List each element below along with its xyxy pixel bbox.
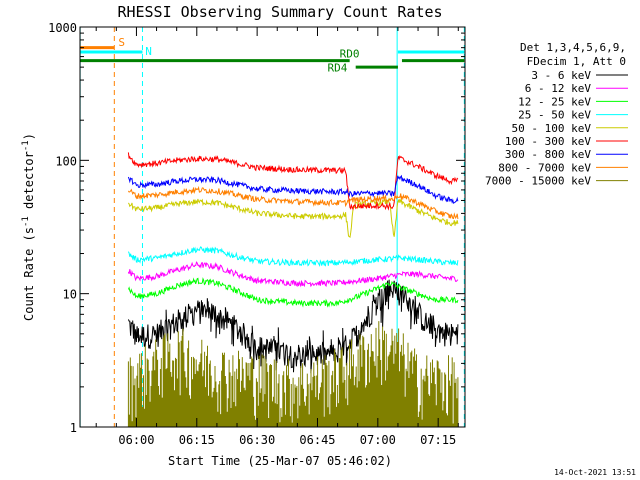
y-axis: 1 10 100 1000 <box>48 21 465 435</box>
legend-label: 25 - 50 keV <box>518 109 591 122</box>
x-tick-label: 06:45 <box>299 433 335 447</box>
legend-label: 7000 - 15000 keV <box>485 175 591 188</box>
series-line-25-50-kev <box>127 246 459 267</box>
x-tick-label: 06:30 <box>239 433 275 447</box>
y-tick-label: 100 <box>55 154 77 168</box>
y-axis-label-end: ) <box>22 133 36 140</box>
legend-label: 800 - 7000 keV <box>498 161 591 174</box>
y-axis-label-sup1: -1 <box>21 216 31 227</box>
flag-label-rd0: RD0 <box>340 48 360 61</box>
y-axis-label: Count Rate (s-1 detector-1) <box>21 133 36 321</box>
legend: Det 1,3,4,5,6,9, FDecim 1, Att 0 3 - 6 k… <box>485 41 628 188</box>
footer-date: 14-Oct-2021 13:51 <box>554 468 636 477</box>
x-axis: 06:00 06:15 06:30 06:45 07:00 07:15 <box>95 27 459 447</box>
flag-label-n: N <box>145 45 152 58</box>
y-axis-label-mid: detector <box>22 151 36 216</box>
y-tick-label: 10 <box>63 288 77 302</box>
legend-label: 100 - 300 keV <box>505 135 591 148</box>
series-line-12-25-kev <box>127 277 459 308</box>
legend-label: 50 - 100 keV <box>512 122 592 135</box>
legend-label: 12 - 25 keV <box>518 95 591 108</box>
flag-label-rd4: RD4 <box>328 61 348 74</box>
legend-header-line-2: FDecim 1, Att 0 <box>527 55 626 68</box>
series-line-3-6-kev <box>127 279 459 374</box>
x-axis-label: Start Time (25-Mar-07 05:46:02) <box>168 454 392 468</box>
series-line-6-12-kev <box>127 261 459 288</box>
legend-label: 6 - 12 keV <box>525 82 592 95</box>
series-line-7000-15000kev <box>127 321 459 427</box>
x-tick-label: 06:15 <box>179 433 215 447</box>
series-line-300-800-kev <box>127 174 459 204</box>
series-line-800-7000-kev <box>127 185 459 220</box>
chart-title: RHESSI Observing Summary Count Rates <box>117 3 442 21</box>
x-tick-label: 07:00 <box>360 433 396 447</box>
legend-label: 3 - 6 keV <box>531 69 591 82</box>
series-line-100-300-kev <box>127 152 459 211</box>
legend-label: 300 - 800 keV <box>505 148 591 161</box>
flag-label-s: S <box>118 36 125 49</box>
legend-header-line-1: Det 1,3,4,5,6,9, <box>520 41 626 54</box>
y-axis-label-main: Count Rate (s <box>22 227 36 321</box>
x-tick-label: 06:00 <box>118 433 154 447</box>
y-tick-label: 1000 <box>48 21 77 35</box>
y-tick-label: 1 <box>70 421 77 435</box>
series-line-50-100-kev <box>127 197 459 238</box>
x-tick-label: 07:15 <box>420 433 456 447</box>
plot-frame <box>79 26 466 428</box>
y-axis-label-sup2: -1 <box>21 140 31 151</box>
